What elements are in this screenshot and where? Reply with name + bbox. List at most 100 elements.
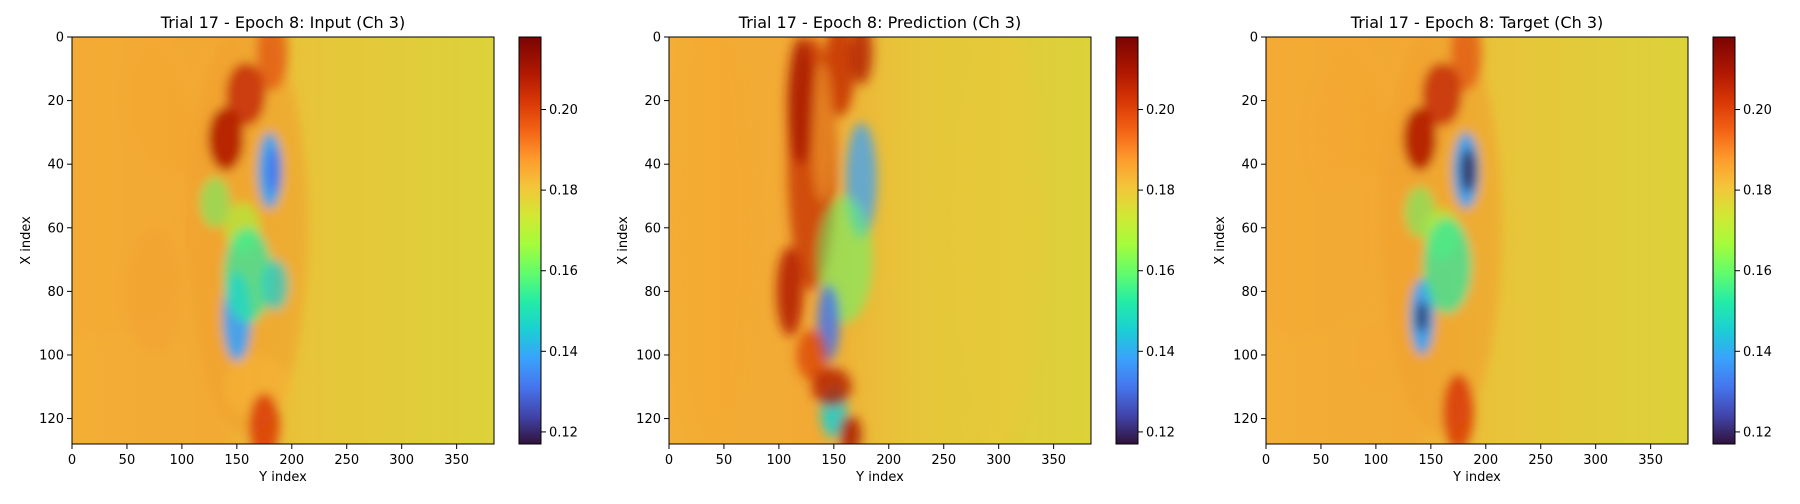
y-tick-label: 0 — [56, 31, 64, 46]
heatmap-feature — [839, 415, 862, 444]
x-tick-label: 250 — [334, 453, 359, 468]
heatmap-panel-3: Trial 17 - Epoch 8: Target (Ch 3) 0 50 100 1… — [1213, 13, 1772, 485]
y-tick-label: 80 — [1241, 285, 1258, 300]
x-tick-label: 200 — [279, 453, 304, 468]
heatmap-feature — [850, 37, 873, 85]
y-tick-label: 60 — [644, 221, 661, 236]
heatmap-feature — [796, 329, 828, 381]
colorbar-gradient — [1115, 36, 1139, 445]
y-tick-label: 80 — [644, 285, 661, 300]
heatmap-feature — [1442, 374, 1474, 444]
heatmap-feature — [1403, 106, 1437, 171]
x-tick-label: 50 — [119, 453, 136, 468]
x-tick-label: 150 — [224, 453, 249, 468]
y-tick-label: 40 — [1241, 158, 1258, 173]
x-tick-label: 350 — [1041, 453, 1066, 468]
colorbar-tick-label: 0.14 — [1743, 345, 1772, 360]
colorbar-gradient — [518, 36, 542, 445]
y-tick-label: 60 — [1241, 221, 1258, 236]
colorbar-tick-label: 0.16 — [1146, 264, 1175, 279]
heatmap-panel-2: Trial 17 - Epoch 8: Prediction (Ch 3) 0 50… — [616, 13, 1175, 485]
plot-frame — [1265, 36, 1689, 445]
x-tick-label: 300 — [986, 453, 1011, 468]
y-axis-label: X index — [1213, 216, 1228, 265]
y-axis-label: X index — [616, 216, 631, 265]
heatmap-feature — [954, 37, 1043, 444]
colorbar-tick-label: 0.18 — [1743, 184, 1772, 199]
heatmap-panel-1: Trial 17 - Epoch 8: Input (Ch 3) 0 50 100 15… — [19, 13, 578, 485]
x-tick-label: 0 — [665, 453, 673, 468]
y-tick-label: 0 — [1250, 31, 1258, 46]
y-tick-label: 20 — [1241, 94, 1258, 109]
colorbar-tick-label: 0.14 — [1146, 345, 1175, 360]
heatmap-feature — [1416, 300, 1428, 333]
y-tick-label: 120 — [39, 412, 64, 427]
heatmap-feature — [1309, 75, 1354, 190]
x-tick-label: 0 — [68, 453, 76, 468]
y-tick-label: 20 — [47, 94, 64, 109]
heatmap-feature — [256, 37, 288, 92]
heatmap-feature — [199, 176, 231, 228]
colorbar-tick-label: 0.12 — [1146, 425, 1175, 440]
heatmap-feature — [262, 259, 289, 311]
x-tick-label: 150 — [821, 453, 846, 468]
colorbar-tick-label: 0.18 — [549, 184, 578, 199]
colorbar-tick-label: 0.12 — [549, 425, 578, 440]
heatmap-feature — [1460, 148, 1476, 193]
chart-title: Trial 17 - Epoch 8: Prediction (Ch 3) — [738, 13, 1021, 32]
y-tick-label: 0 — [653, 31, 661, 46]
x-tick-label: 50 — [1313, 453, 1330, 468]
colorbar-tick-label: 0.18 — [1146, 184, 1175, 199]
colorbar: 0.12 0.14 0.16 0.18 0.20 — [1115, 36, 1175, 445]
x-tick-label: 200 — [1473, 453, 1498, 468]
heatmap-feature — [266, 148, 280, 193]
heatmap-feature — [248, 393, 280, 444]
x-tick-label: 50 — [716, 453, 733, 468]
x-axis-label: Y index — [1452, 470, 1501, 485]
x-axis-label: Y index — [258, 470, 307, 485]
y-tick-label: 40 — [47, 158, 64, 173]
colorbar: 0.12 0.14 0.16 0.18 0.20 — [1712, 36, 1772, 445]
heatmap-feature — [811, 367, 852, 406]
colorbar-tick-label: 0.12 — [1743, 425, 1772, 440]
heatmap-feature — [787, 37, 815, 165]
y-tick-label: 60 — [47, 221, 64, 236]
heatmap-feature — [776, 246, 804, 336]
x-tick-label: 100 — [1363, 453, 1388, 468]
colorbar-tick-label: 0.16 — [549, 264, 578, 279]
y-tick-label: 20 — [644, 94, 661, 109]
y-tick-label: 100 — [636, 348, 661, 363]
heatmap-feature — [811, 62, 834, 203]
x-axis-label: Y index — [855, 470, 904, 485]
y-tick-label: 120 — [636, 412, 661, 427]
heatmap-image — [669, 37, 1091, 444]
y-tick-label: 100 — [39, 348, 64, 363]
colorbar-tick-label: 0.16 — [1743, 264, 1772, 279]
heatmap-feature — [225, 62, 266, 127]
x-tick-label: 100 — [766, 453, 791, 468]
y-tick-label: 100 — [1233, 348, 1258, 363]
x-tick-label: 200 — [876, 453, 901, 468]
colorbar-tick-label: 0.20 — [1146, 103, 1175, 118]
x-tick-label: 300 — [1583, 453, 1608, 468]
heatmap-feature — [208, 106, 244, 171]
chart-title: Trial 17 - Epoch 8: Target (Ch 3) — [1350, 13, 1603, 32]
plot-frame — [668, 36, 1092, 445]
colorbar: 0.12 0.14 0.16 0.18 0.20 — [518, 36, 578, 445]
y-tick-label: 80 — [47, 285, 64, 300]
heatmap-feature — [126, 227, 182, 355]
heatmap-feature — [674, 37, 752, 444]
x-tick-label: 250 — [1528, 453, 1553, 468]
heatmap-image — [1266, 37, 1688, 444]
colorbar-tick-label: 0.14 — [549, 345, 578, 360]
colorbar-gradient — [1712, 36, 1736, 445]
x-tick-label: 350 — [1638, 453, 1663, 468]
x-tick-label: 350 — [444, 453, 469, 468]
y-tick-label: 120 — [1233, 412, 1258, 427]
heatmap-feature — [1423, 218, 1472, 314]
chart-title: Trial 17 - Epoch 8: Input (Ch 3) — [160, 13, 405, 32]
plot-frame — [71, 36, 495, 445]
y-axis-label: X index — [19, 216, 34, 265]
